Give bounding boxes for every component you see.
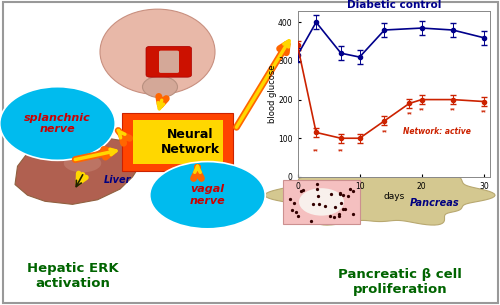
Text: **: ** [419,108,424,113]
Point [339,207,347,212]
X-axis label: days: days [383,192,404,201]
Title: Diabetic control: Diabetic control [346,0,441,10]
FancyBboxPatch shape [122,113,234,171]
Ellipse shape [299,188,344,216]
Text: Hepatic ERK
activation: Hepatic ERK activation [26,262,118,290]
Text: Liver: Liver [104,175,131,185]
Point [344,193,352,198]
Text: **: ** [314,148,319,153]
Polygon shape [265,152,495,225]
FancyBboxPatch shape [2,2,498,303]
Point [336,192,344,197]
Text: Pancreas: Pancreas [410,198,460,208]
Point [336,190,344,195]
Ellipse shape [64,154,101,172]
Ellipse shape [100,9,215,95]
Point [314,193,322,198]
Point [296,189,304,194]
Point [350,211,358,216]
FancyBboxPatch shape [282,180,360,224]
Point [349,189,357,194]
Point [334,211,342,216]
Text: **: ** [450,108,456,113]
Ellipse shape [0,87,115,160]
Point [314,187,322,192]
Point [330,205,338,210]
Text: vagal
nerve: vagal nerve [190,185,226,206]
Point [335,214,343,219]
Point [290,201,298,206]
Ellipse shape [142,76,178,98]
Point [294,214,302,218]
Point [308,202,316,207]
Point [346,187,354,192]
Point [288,208,296,213]
Text: **: ** [481,109,486,114]
FancyBboxPatch shape [146,46,192,77]
Point [286,197,294,202]
Point [342,206,349,211]
Point [308,218,316,223]
Ellipse shape [150,162,265,229]
Text: **: ** [382,129,388,134]
FancyBboxPatch shape [159,51,179,73]
Point [315,201,323,206]
Point [313,182,321,187]
Text: Neural
Network: Neural Network [160,128,220,156]
FancyBboxPatch shape [132,120,222,164]
Text: splanchnic
nerve: splanchnic nerve [24,113,91,134]
Point [326,214,334,218]
Text: Network: active: Network: active [403,127,471,136]
Text: Pancreatic β cell
proliferation: Pancreatic β cell proliferation [338,268,462,296]
Point [321,204,329,209]
Point [330,214,338,219]
Point [299,188,307,193]
Text: **: ** [406,111,412,117]
Polygon shape [15,136,142,204]
Point [336,201,344,206]
Point [340,193,347,198]
Point [327,192,335,197]
Y-axis label: blood glucose: blood glucose [268,65,276,123]
Text: **: ** [338,148,344,153]
Point [292,210,300,215]
